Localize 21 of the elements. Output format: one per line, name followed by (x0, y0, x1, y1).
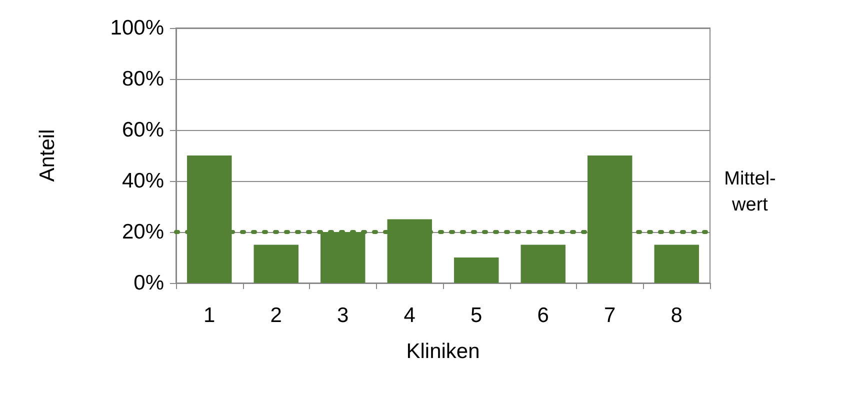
y-tick-label: 0% (134, 272, 164, 294)
x-tick-label: 4 (404, 304, 416, 327)
y-tick-label: 60% (122, 118, 164, 142)
y-tick-label: 20% (122, 220, 164, 244)
x-tick-label: 2 (270, 304, 282, 327)
x-tick-label: 7 (604, 304, 616, 327)
y-tick-label: 100% (110, 16, 164, 40)
bar (454, 258, 499, 283)
bar (520, 244, 566, 283)
x-tick-label: 8 (670, 304, 682, 327)
x-tick-label: 1 (204, 304, 216, 327)
y-tick-label: 40% (122, 170, 164, 192)
x-tick-label: 5 (470, 304, 482, 327)
bar (654, 244, 699, 283)
ref-line-label: Mittel- wert (724, 168, 776, 216)
x-tick-label: 6 (537, 304, 549, 327)
y-tick-label: 80% (122, 68, 164, 90)
x-tick-label: 3 (337, 304, 349, 327)
y-axis-title: Anteil (36, 129, 59, 182)
bar (254, 244, 298, 283)
x-axis-title: Kliniken (406, 340, 480, 363)
